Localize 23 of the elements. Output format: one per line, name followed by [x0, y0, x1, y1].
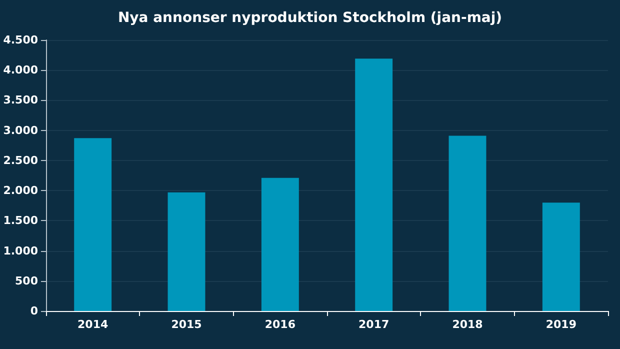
- y-tick-label: 1.000: [3, 244, 38, 258]
- y-tick-label: 0: [30, 304, 38, 318]
- chart-title: Nya annonser nyproduktion Stockholm (jan-maj): [118, 10, 502, 26]
- y-tick-label: 1.500: [3, 214, 38, 228]
- y-tick-label: 3.500: [3, 94, 38, 107]
- x-tick-label: 2018: [452, 318, 483, 331]
- bar: [74, 138, 112, 311]
- bar: [168, 192, 206, 311]
- x-tick-label: 2014: [78, 318, 108, 331]
- x-tick-label: 2016: [264, 318, 296, 331]
- y-tick-label: 4.500: [3, 34, 38, 46]
- y-tick-label: 2.000: [3, 184, 38, 198]
- bar: [542, 202, 580, 311]
- y-tick-label: 4.000: [3, 64, 38, 77]
- bar: [355, 58, 393, 311]
- bar: [448, 136, 486, 311]
- y-tick-label: 500: [15, 274, 38, 288]
- y-tick-label: 2.500: [3, 154, 38, 167]
- x-tick-label: 2019: [546, 318, 576, 331]
- x-tick-label: 2017: [358, 318, 390, 331]
- bar: [261, 178, 299, 311]
- x-tick-label: 2015: [171, 318, 202, 331]
- y-tick-label: 3.000: [3, 124, 38, 137]
